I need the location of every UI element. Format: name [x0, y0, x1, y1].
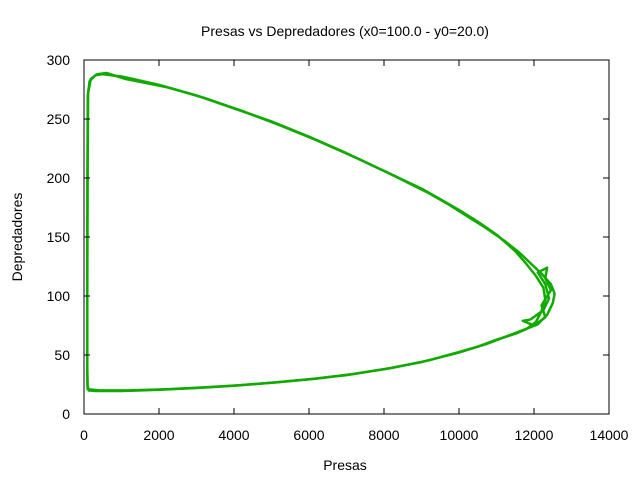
y-tick-label: 50	[54, 347, 70, 363]
x-tick-label: 6000	[293, 427, 324, 443]
y-tick-label: 0	[62, 406, 70, 422]
series-group	[85, 71, 556, 393]
series-line-3	[521, 266, 553, 327]
y-axis-label: Depredadores	[9, 193, 25, 282]
series-line-2	[86, 71, 556, 392]
y-tick-label: 250	[47, 111, 71, 127]
y-tick-label: 200	[47, 170, 71, 186]
x-tick-label: 0	[80, 427, 88, 443]
x-axis-label: Presas	[323, 457, 367, 473]
x-tick-label: 14000	[590, 427, 629, 443]
x-tick-label: 10000	[440, 427, 479, 443]
x-tick-label: 2000	[143, 427, 174, 443]
x-tick-label: 4000	[218, 427, 249, 443]
y-tick-label: 150	[47, 229, 71, 245]
y-tick-label: 100	[47, 288, 71, 304]
y-tick-label: 300	[47, 52, 71, 68]
x-tick-label: 8000	[368, 427, 399, 443]
axes: 0 2000 4000 6000 8000 10000 12000 14000 0 50 100 15…	[47, 52, 629, 443]
x-tick-label: 12000	[515, 427, 554, 443]
chart-title: Presas vs Depredadores (x0=100.0 - y0=20…	[201, 23, 489, 39]
